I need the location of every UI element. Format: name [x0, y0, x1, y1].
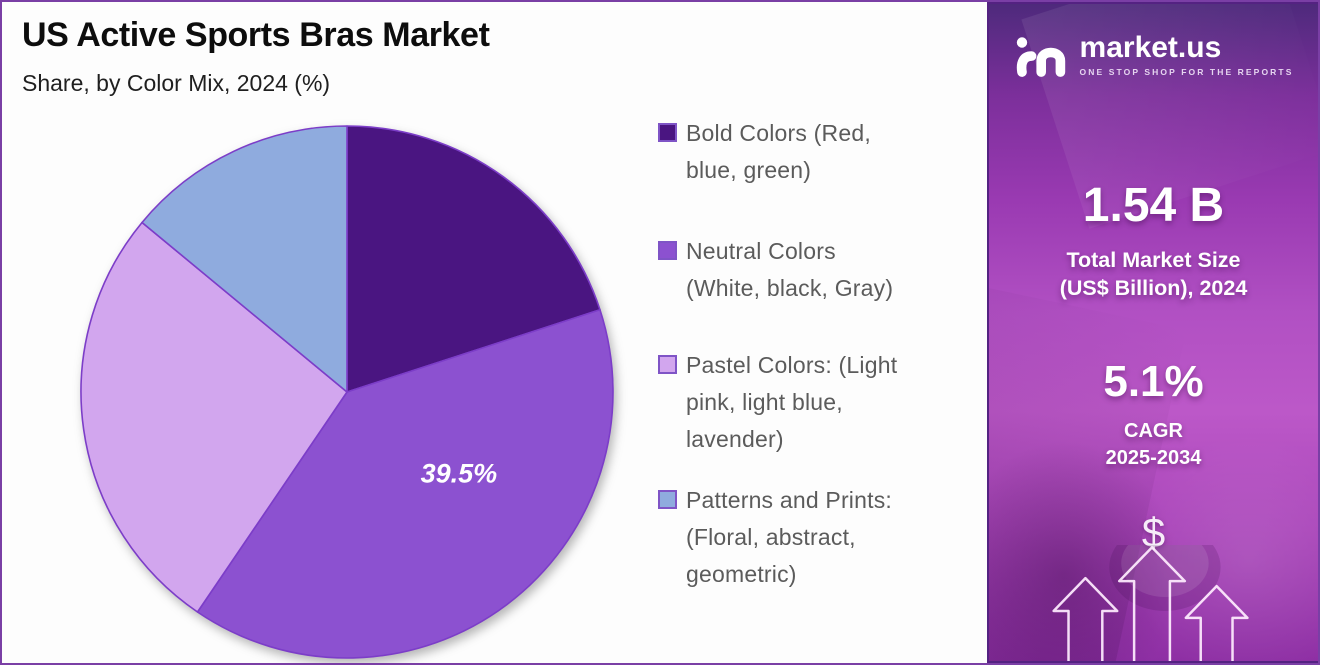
legend-swatch-icon [658, 123, 677, 142]
legend-label: Bold Colors (Red, blue, green) [686, 120, 871, 183]
arrow-up-icon [1117, 546, 1187, 661]
legend-item: Neutral Colors (White, black, Gray) [658, 233, 960, 307]
pie-chart-svg: 39.5% [80, 125, 614, 659]
legend-label: Patterns and Prints: (Floral, abstract, ge… [686, 487, 892, 587]
market-us-logo-icon [1016, 37, 1065, 77]
legend-item: Bold Colors (Red, blue, green) [658, 115, 960, 189]
market-size-label-line1: Total Market Size [1066, 248, 1241, 272]
chart-area: US Active Sports Bras Market Share, by C… [2, 2, 987, 663]
brand-tagline: ONE STOP SHOP FOR THE REPORTS [1079, 66, 1294, 77]
legend-swatch-icon [658, 490, 677, 509]
pie-slice [141, 125, 348, 393]
legend-item: Patterns and Prints: (Floral, abstract, ge… [658, 482, 960, 593]
dollar-icon: $ [1141, 509, 1166, 556]
cagr-stat: 5.1% CAGR 2025-2034 [989, 360, 1318, 472]
pie-slice-label: 39.5% [421, 458, 498, 488]
pie-slice [346, 125, 601, 393]
legend-swatch-icon [658, 241, 677, 260]
page-title: US Active Sports Bras Market [22, 16, 490, 54]
brand-text: market.us ONE STOP SHOP FOR THE REPORTS [1079, 30, 1294, 77]
legend-swatch-icon [658, 355, 677, 374]
legend-label: Neutral Colors (White, black, Gray) [686, 238, 894, 301]
legend-item: Pastel Colors: (Light pink, light blue, la… [658, 347, 960, 458]
pie-chart: 39.5% [79, 124, 615, 660]
market-size-label-line2: (US$ Billion), 2024 [1059, 276, 1248, 300]
chart-subtitle: Share, by Color Mix, 2024 (%) [22, 70, 331, 96]
arrow-up-icon [1184, 584, 1249, 661]
sidebar: market.us ONE STOP SHOP FOR THE REPORTS … [987, 2, 1318, 663]
market-size-stat: 1.54 B Total Market Size (US$ Billion), … [989, 182, 1318, 302]
cagr-label-line2: 2025-2034 [1105, 447, 1202, 469]
pie-slice [196, 309, 614, 659]
brand-logo: market.us ONE STOP SHOP FOR THE REPORTS [989, 32, 1318, 77]
pie-slice [80, 221, 348, 613]
cagr-value: 5.1% [1103, 357, 1204, 406]
legend: Bold Colors (Red, blue, green) Neutral Col… [658, 115, 960, 593]
market-size-value: 1.54 B [1082, 179, 1225, 232]
cagr-label-line1: CAGR [1124, 420, 1183, 442]
growth-arrows-icon [1052, 545, 1249, 661]
brand-name: market.us [1079, 30, 1222, 64]
arrow-up-icon [1052, 576, 1119, 661]
legend-label: Pastel Colors: (Light pink, light blue, la… [686, 352, 898, 452]
